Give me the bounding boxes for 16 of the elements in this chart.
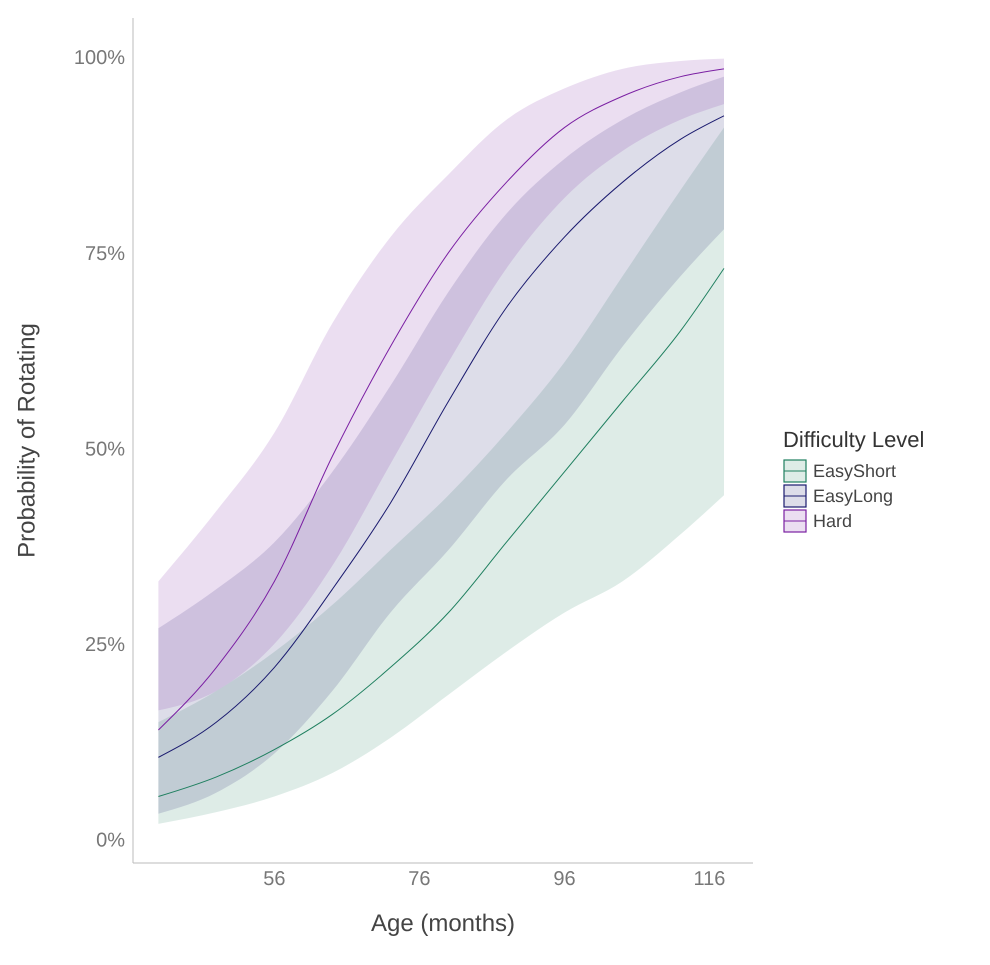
legend-label: Hard <box>813 510 852 532</box>
legend-label: EasyLong <box>813 486 894 506</box>
y-tick-label: 50% <box>84 438 126 460</box>
x-tick-label: 56 <box>263 868 286 890</box>
x-tick-label: 96 <box>553 868 576 890</box>
y-tick-label: 25% <box>84 634 126 656</box>
legend-title: Difficulty Level <box>783 427 926 453</box>
y-tick-label: 75% <box>84 242 126 265</box>
x-tick-label: 116 <box>694 868 726 890</box>
legend-label: EasyShort <box>813 460 896 482</box>
y-tick-label: 100% <box>74 47 126 70</box>
x-tick-label: 76 <box>408 868 431 890</box>
line-series <box>158 268 724 797</box>
x-axis-title: Age (months) <box>370 910 516 937</box>
y-tick-label: 0% <box>96 830 126 852</box>
y-axis-title: Probability of Rotating <box>14 323 41 558</box>
